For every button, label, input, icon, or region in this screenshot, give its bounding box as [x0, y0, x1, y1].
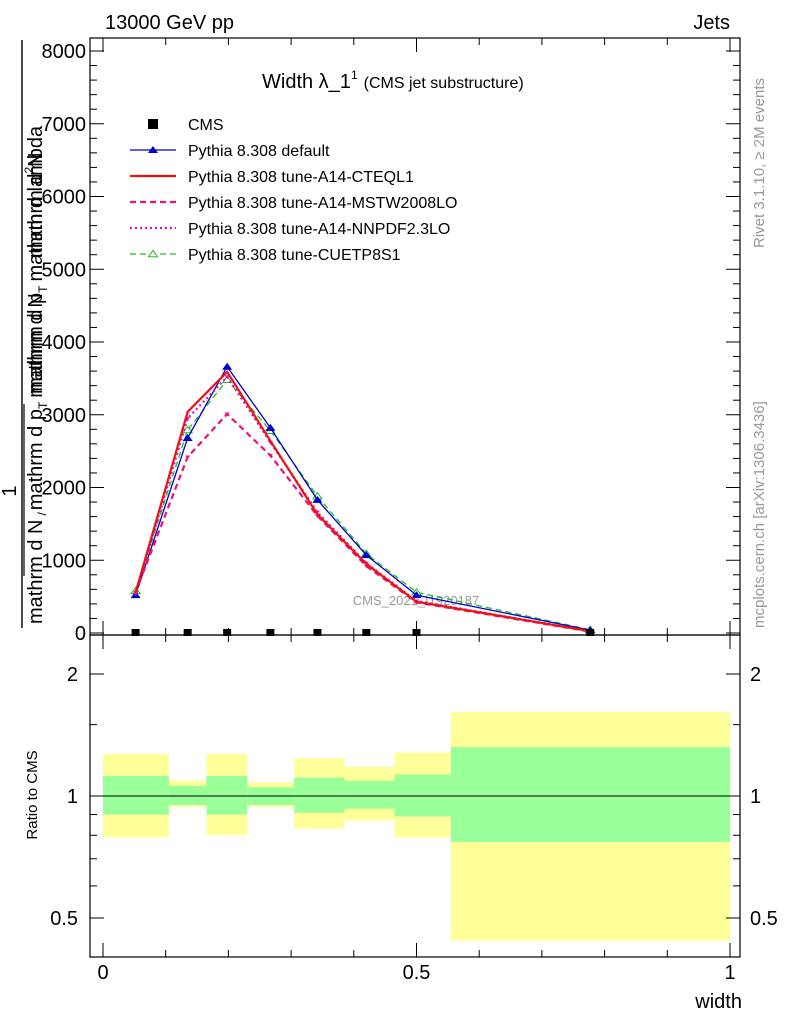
cms-data-point: [313, 629, 322, 636]
series-line-0: [134, 365, 591, 631]
header-energy-label: 13000 GeV pp: [105, 12, 234, 34]
ratio-tick-label-right: 2: [750, 664, 761, 686]
ylabel-one: 1: [0, 485, 21, 496]
series-marker-0: [222, 362, 233, 370]
rivet-version-label: Rivet 3.1.10, ≥ 2M events: [751, 78, 768, 248]
upper-tick-label: 1000: [42, 550, 87, 572]
legend-label-1: Pythia 8.308 default: [188, 143, 330, 160]
inner-band-2: [206, 776, 248, 815]
inner-band-1: [168, 785, 207, 806]
inner-band-6: [394, 774, 451, 817]
x-axis-label: width: [694, 991, 742, 1013]
inner-band-4: [294, 777, 345, 813]
legend-marker-cms: [148, 119, 158, 129]
upper-tick-label: 0: [75, 623, 86, 645]
upper-tick-label: 7000: [42, 114, 87, 136]
legend: CMS Pythia 8.308 default Pythia 8.308 tune…: [130, 117, 457, 264]
series-marker-0: [312, 495, 323, 503]
ratio-tick-label-left: 1: [67, 786, 78, 808]
ylabel-right-denominator: mathrm d pTmathrm d lambda: [25, 125, 50, 394]
upper-tick-label: 5000: [42, 259, 87, 281]
series-marker-0: [361, 551, 372, 559]
inner-band-7: [450, 747, 730, 843]
legend-label-3: Pythia 8.308 tune-A14-MSTW2008LO: [188, 195, 457, 212]
series-marker-0: [411, 591, 422, 599]
legend-label-0: CMS: [188, 117, 224, 134]
series-marker-3: [224, 375, 230, 379]
ratio-tick-label-right: 0.5: [750, 908, 778, 930]
ratio-tick-label-left: 2: [67, 664, 78, 686]
series-marker-0: [182, 434, 193, 442]
upper-y-axis-label: 1 mathrm d N/mathrm d pTmathrm d N mathr…: [0, 40, 50, 628]
ylabel-right-part: mathrm d2N: [22, 152, 47, 258]
series-marker-2: [224, 412, 230, 417]
legend-label-4: Pythia 8.308 tune-A14-NNPDF2.3LO: [188, 221, 450, 238]
ratio-tick-label-left: 0.5: [50, 908, 78, 930]
series-marker-2: [185, 455, 191, 459]
plot-title: Width λ_11 (CMS jet substructure): [262, 68, 524, 93]
inner-band-5: [344, 780, 395, 809]
series-marker-0: [265, 423, 276, 431]
cms-data-point: [266, 629, 275, 636]
series-layer: [130, 362, 596, 636]
upper-tick-label: 6000: [42, 187, 87, 209]
inner-band-0: [103, 776, 169, 815]
ratio-tick-label-right: 1: [750, 786, 761, 808]
series-line-1: [134, 370, 591, 633]
cms-data-point: [183, 629, 192, 636]
header-jets-label: Jets: [693, 12, 730, 34]
plot-title-superscript: 1: [351, 68, 358, 82]
legend-label-5: Pythia 8.308 tune-CUETP8S1: [188, 247, 401, 264]
mcplots-label: mcplots.cern.ch [arXiv:1306.3436]: [751, 401, 768, 628]
lower-y-axis-label: Ratio to CMS: [24, 750, 41, 839]
upper-y-ticks: 0 1000 2000 3000 4000 5000 6000 7000 8000: [42, 41, 740, 645]
plot-title-main: Width λ_1: [262, 71, 351, 93]
upper-tick-label: 4000: [42, 332, 87, 354]
ylabel-left-part: mathrm d N/mathrm d pTmathrm d N: [25, 293, 50, 624]
upper-tick-label: 2000: [42, 478, 87, 500]
cms-data-point: [412, 629, 421, 636]
upper-tick-label: 8000: [42, 41, 87, 63]
lower-y-ticks: 0.5 0.5 1 1 2 2: [50, 664, 778, 930]
legend-marker-5: [147, 249, 159, 258]
x-tick-label: 0.5: [403, 962, 431, 984]
series-marker-2: [267, 453, 273, 458]
x-ticks: 0 0.5 1: [97, 38, 736, 984]
uncertainty-bands: [103, 712, 730, 941]
legend-marker-1: [148, 146, 158, 153]
cms-data-point: [223, 629, 232, 636]
x-tick-label: 0: [97, 962, 108, 984]
cms-data-point: [362, 629, 371, 636]
cms-data-point: [586, 629, 595, 636]
plot-title-subtitle: (CMS jet substructure): [364, 75, 524, 92]
x-tick-label: 1: [724, 962, 735, 984]
upper-tick-label: 3000: [42, 405, 87, 427]
legend-label-2: Pythia 8.308 tune-A14-CTEQL1: [188, 169, 414, 186]
cms-data-point: [131, 629, 140, 636]
